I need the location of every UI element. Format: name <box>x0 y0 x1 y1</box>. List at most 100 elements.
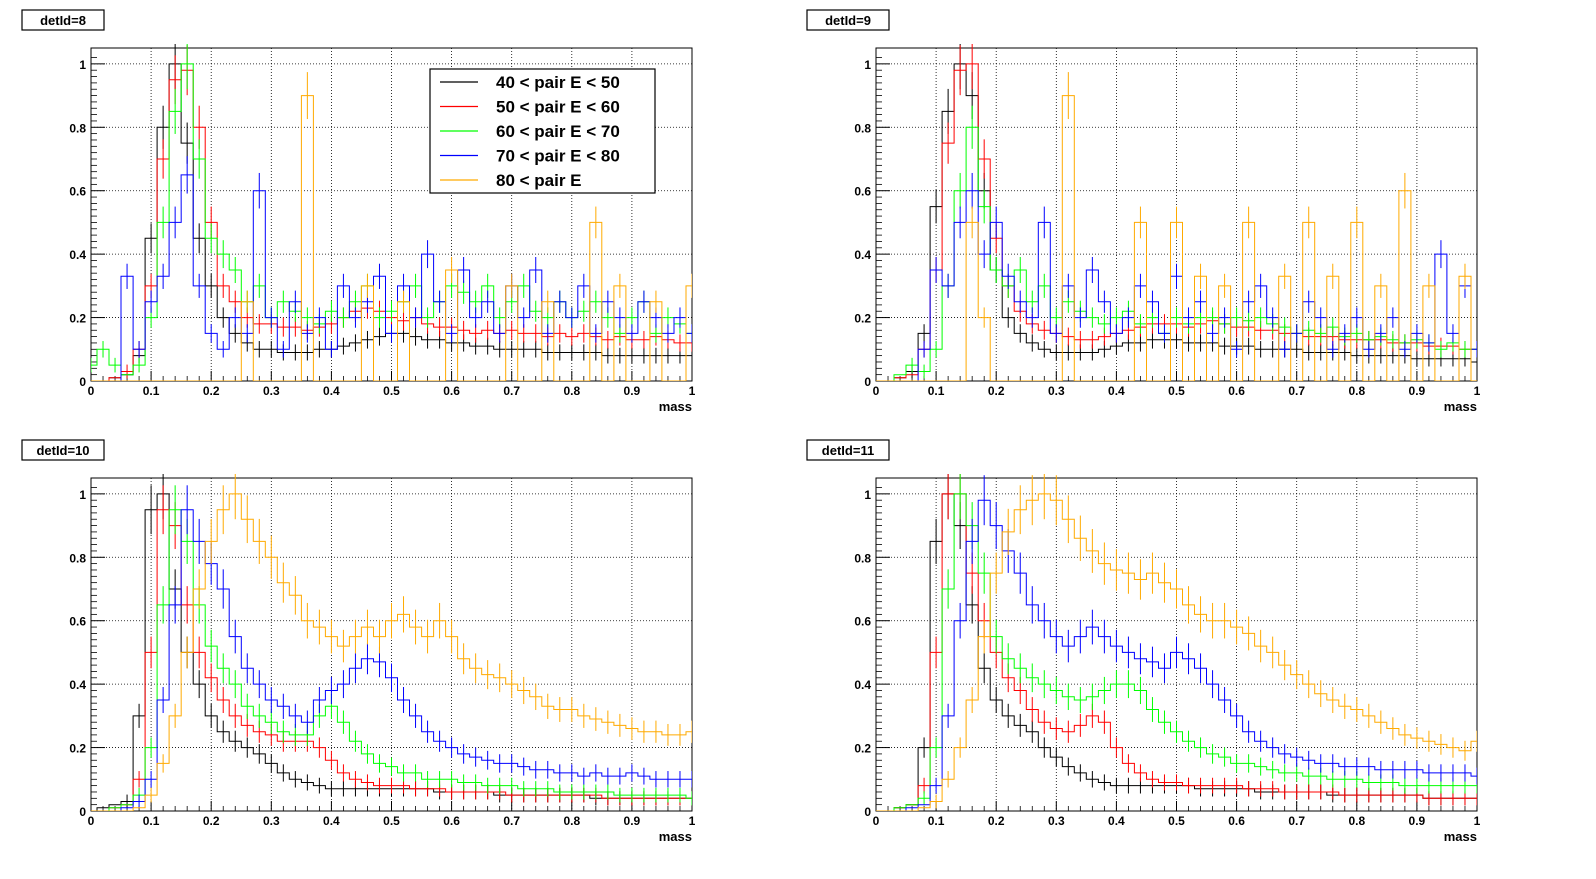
x-tick-label: 1 <box>1474 814 1481 828</box>
y-tick-label: 1 <box>864 58 871 72</box>
x-tick-label: 0.1 <box>928 814 945 828</box>
panel-title-frame <box>806 439 890 461</box>
y-tick-label: 0.6 <box>854 615 871 629</box>
x-tick-label: 0.2 <box>988 814 1005 828</box>
chart-panel-2: detId=9 0 0.1 0.2 0.3 0.4 0.5 0.6 0.7 0.8 0.9 1 mass… <box>806 9 1481 414</box>
x-tick-label: 0.5 <box>383 384 400 398</box>
y-tick-label: 0.8 <box>854 551 871 565</box>
x-tick-label: 0.3 <box>1048 384 1065 398</box>
x-tick-label: 0.8 <box>1348 814 1365 828</box>
legend-label: 60 < pair E < 70 <box>496 122 620 141</box>
x-tick-label: 0.3 <box>263 814 280 828</box>
legend-label: 50 < pair E < 60 <box>496 98 620 117</box>
x-tick-label: 0.9 <box>624 814 641 828</box>
panel-title-box: detId=11 <box>806 439 890 461</box>
x-axis: 0 0.1 0.2 0.3 0.4 0.5 0.6 0.7 0.8 0.9 1 <box>873 801 1481 828</box>
series-5 <box>876 474 1477 811</box>
x-axis: 0 0.1 0.2 0.3 0.4 0.5 0.6 0.7 0.8 0.9 1 <box>873 371 1481 398</box>
x-tick-label: 0 <box>88 814 95 828</box>
y-tick-label: 0 <box>864 805 871 819</box>
legend-label: 80 < pair E <box>496 171 582 190</box>
x-tick-label: 0 <box>873 384 880 398</box>
y-tick-label: 0.2 <box>69 312 86 326</box>
x-tick-label: 0.4 <box>323 814 340 828</box>
series-line <box>876 493 1477 811</box>
legend-entry: 80 < pair E <box>440 171 582 190</box>
x-tick-label: 0.5 <box>1168 814 1185 828</box>
legend-entry: 50 < pair E < 60 <box>440 98 620 117</box>
series-5 <box>91 72 692 381</box>
y-axis: 0 0.2 0.4 0.6 0.8 1 <box>69 487 105 819</box>
x-tick-label: 0.1 <box>928 384 945 398</box>
y-tick-label: 0 <box>79 805 86 819</box>
x-tick-label: 0 <box>873 814 880 828</box>
x-tick-label: 1 <box>689 814 696 828</box>
grid-lines <box>876 478 1477 811</box>
y-tick-label: 0.4 <box>69 678 86 692</box>
x-tick-label: 0.9 <box>1409 384 1426 398</box>
y-tick-label: 0.8 <box>69 551 86 565</box>
x-axis-label: mass <box>1444 399 1477 414</box>
x-tick-label: 0.3 <box>263 384 280 398</box>
y-tick-label: 0.8 <box>854 121 871 135</box>
x-tick-label: 0.6 <box>1228 384 1245 398</box>
x-tick-label: 1 <box>689 384 696 398</box>
x-tick-label: 0.7 <box>503 814 520 828</box>
series-line <box>91 509 692 811</box>
series-4 <box>91 485 692 811</box>
panel-title: detId=8 <box>40 13 86 28</box>
x-tick-label: 0.5 <box>383 814 400 828</box>
x-tick-label: 0.8 <box>1348 384 1365 398</box>
y-tick-label: 0.4 <box>69 248 86 262</box>
panel-title: detId=9 <box>825 13 871 28</box>
x-tick-label: 0.9 <box>1409 814 1426 828</box>
x-tick-label: 0.2 <box>203 384 220 398</box>
x-tick-label: 0.2 <box>988 384 1005 398</box>
y-tick-label: 0.6 <box>69 185 86 199</box>
x-tick-label: 0.7 <box>1288 814 1305 828</box>
panel-title-frame <box>806 9 890 31</box>
x-tick-label: 0.1 <box>143 384 160 398</box>
series-5 <box>876 72 1477 381</box>
legend: 40 < pair E < 50 50 < pair E < 60 60 < pai… <box>429 68 656 194</box>
x-tick-label: 0.3 <box>1048 814 1065 828</box>
x-tick-label: 0.6 <box>443 814 460 828</box>
panel-title-box: detId=10 <box>21 439 105 461</box>
y-axis: 0 0.2 0.4 0.6 0.8 1 <box>854 487 890 819</box>
legend-entry: 60 < pair E < 70 <box>440 122 620 141</box>
y-tick-label: 0.4 <box>854 678 871 692</box>
legend-entry: 40 < pair E < 50 <box>440 73 620 92</box>
chart-panel-4: detId=110 0.1 0.2 0.3 0.4 0.5 0.6 0.7 0.8 0.9 1mas… <box>806 439 1481 844</box>
y-tick-label: 0.4 <box>854 248 871 262</box>
series-line <box>876 493 1477 811</box>
legend-label: 40 < pair E < 50 <box>496 73 620 92</box>
panel-title-frame <box>21 439 105 461</box>
y-tick-label: 1 <box>864 488 871 502</box>
x-tick-label: 0.9 <box>624 384 641 398</box>
x-axis-label: mass <box>659 829 692 844</box>
x-axis: 0 0.1 0.2 0.3 0.4 0.5 0.6 0.7 0.8 0.9 1 <box>88 801 696 828</box>
panel-title: detId=10 <box>36 443 89 458</box>
y-tick-label: 0.2 <box>69 742 86 756</box>
series-line <box>876 499 1477 811</box>
x-tick-label: 0.1 <box>143 814 160 828</box>
x-tick-label: 0.4 <box>323 384 340 398</box>
x-tick-label: 0.5 <box>1168 384 1185 398</box>
x-tick-label: 0.7 <box>1288 384 1305 398</box>
x-tick-label: 0.4 <box>1108 814 1125 828</box>
plot-frame <box>90 477 693 812</box>
x-tick-label: 0.6 <box>1228 814 1245 828</box>
x-tick-label: 0 <box>88 384 95 398</box>
x-tick-label: 0.2 <box>203 814 220 828</box>
series-3 <box>91 485 692 811</box>
panel-title-frame <box>21 9 105 31</box>
y-tick-label: 1 <box>79 488 86 502</box>
panel-title-box: detId=9 <box>806 9 890 31</box>
x-tick-label: 0.8 <box>563 384 580 398</box>
series-line <box>91 509 692 811</box>
panel-title: detId=11 <box>822 443 874 458</box>
x-axis: 0 0.1 0.2 0.3 0.4 0.5 0.6 0.7 0.8 0.9 1 <box>88 371 696 398</box>
x-axis-label: mass <box>659 399 692 414</box>
